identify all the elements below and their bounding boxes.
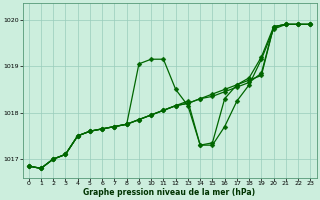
- X-axis label: Graphe pression niveau de la mer (hPa): Graphe pression niveau de la mer (hPa): [84, 188, 256, 197]
